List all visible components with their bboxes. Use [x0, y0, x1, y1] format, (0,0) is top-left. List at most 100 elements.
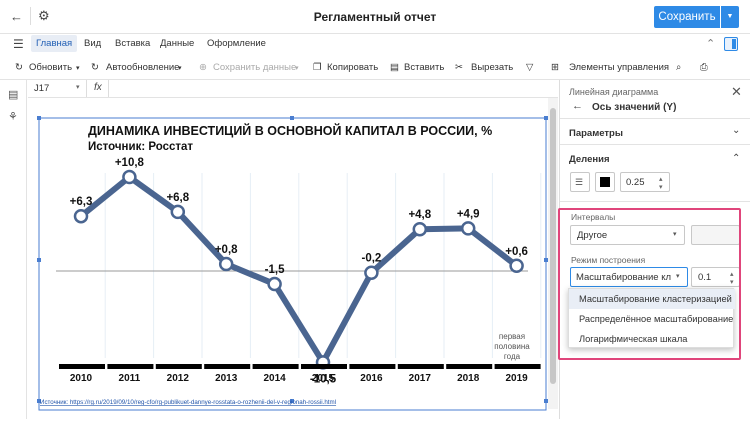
- scissors-icon[interactable]: ✂: [455, 62, 463, 73]
- save-data-icon: ⊕: [199, 62, 207, 73]
- collapse-ribbon-icon[interactable]: ⌃: [706, 38, 716, 50]
- window-title: Регламентный отчет: [313, 10, 437, 24]
- series-line: [79, 174, 519, 366]
- data-point[interactable]: [73, 208, 89, 224]
- stroke-width-field[interactable]: 0.25 ▴ ▾: [620, 172, 670, 192]
- formula-input[interactable]: [112, 83, 532, 95]
- back-arrow-icon[interactable]: ←: [10, 9, 23, 24]
- copy-button[interactable]: Копировать: [327, 62, 379, 73]
- chevron-up-icon[interactable]: ⌃: [732, 153, 741, 164]
- menu-bar: ☰ Главная Вид Вставка Данные Оформление …: [0, 34, 750, 56]
- option-distributed-scaling[interactable]: Распределённое масштабирование: [579, 314, 734, 324]
- hamburger-icon[interactable]: ☰: [13, 37, 24, 51]
- color-swatch: [600, 177, 610, 187]
- chevron-down-icon[interactable]: ▾: [76, 84, 80, 91]
- chevron-down-icon[interactable]: ⌄: [732, 125, 741, 136]
- chevron-down-icon: ▾: [295, 65, 299, 72]
- toolbar: ↻ Обновить ▾ ↻ Автообновление ▾ ⊕ Сохран…: [0, 56, 750, 80]
- autorefresh-icon[interactable]: ↻: [91, 62, 99, 73]
- refresh-icon[interactable]: ↻: [15, 62, 23, 73]
- option-cluster-scaling[interactable]: Масштабирование кластеризацией: [569, 289, 735, 309]
- option-log-scale[interactable]: Логарифмическая шкала: [579, 334, 688, 344]
- mode-value: Масштабирование кл: [576, 272, 672, 283]
- paste-button[interactable]: Вставить: [404, 62, 445, 73]
- chevron-down-icon[interactable]: ▾: [178, 65, 182, 72]
- annotation-line-2: половина: [494, 342, 530, 351]
- title-bar: ← ⚙ Регламентный отчет Сохранить ▼: [0, 0, 750, 34]
- close-icon[interactable]: ✕: [731, 84, 742, 99]
- mode-select[interactable]: Масштабирование кл ▾: [570, 267, 688, 287]
- tab-home[interactable]: Главная: [31, 35, 78, 52]
- panel-toggle-icon[interactable]: [724, 37, 738, 51]
- divider: [30, 7, 31, 25]
- panel-title: Ось значений (Y): [592, 102, 677, 113]
- data-label: +6,3: [70, 196, 93, 208]
- data-point[interactable]: [412, 221, 428, 237]
- x-tick-label: 2013: [215, 373, 238, 384]
- color-button[interactable]: [595, 172, 615, 192]
- x-tick-label: 2010: [70, 373, 93, 384]
- data-label: +0,8: [215, 244, 238, 256]
- section-params[interactable]: Параметры: [569, 128, 623, 139]
- tab-data[interactable]: Данные: [160, 38, 195, 49]
- tab-view[interactable]: Вид: [84, 38, 102, 49]
- category-bar: [155, 364, 202, 369]
- controls-button[interactable]: Элементы управления: [569, 62, 670, 73]
- stepper-icon[interactable]: ▴ ▾: [730, 271, 734, 286]
- data-label: +0,6: [505, 246, 528, 258]
- chevron-down-icon: ▾: [676, 273, 680, 280]
- selection-handles: [37, 116, 548, 403]
- save-dropdown-button[interactable]: ▼: [721, 6, 739, 28]
- line-style-button[interactable]: ☰: [570, 172, 590, 192]
- gear-icon[interactable]: ⚙: [38, 8, 50, 23]
- data-point[interactable]: [122, 169, 137, 185]
- data-point[interactable]: [267, 276, 282, 292]
- structure-icon[interactable]: ⚘: [8, 111, 18, 123]
- x-tick-label: 2012: [167, 373, 190, 384]
- section-divisions[interactable]: Деления: [569, 154, 610, 165]
- data-label: -0,2: [361, 253, 381, 265]
- category-bar: [349, 364, 396, 369]
- sheets-icon[interactable]: ▤: [8, 89, 19, 101]
- save-button[interactable]: Сохранить: [654, 6, 720, 28]
- tab-format[interactable]: Оформление: [207, 38, 266, 49]
- category-bar: [301, 364, 347, 369]
- chevron-down-icon[interactable]: ▾: [76, 65, 80, 72]
- data-label: +10,8: [115, 157, 145, 169]
- annotation-line-3: года: [504, 352, 521, 361]
- cell-reference[interactable]: J17: [34, 83, 50, 94]
- dashed-line-icon: ☰: [575, 177, 584, 187]
- data-label: +4,8: [408, 209, 431, 221]
- category-bar: [494, 364, 541, 369]
- copy-icon[interactable]: ❐: [313, 62, 322, 73]
- data-point[interactable]: [509, 258, 524, 274]
- data-point[interactable]: [170, 204, 186, 220]
- paste-icon[interactable]: ▤: [390, 62, 399, 73]
- data-label: -1,5: [265, 264, 285, 276]
- filter-icon[interactable]: ▽: [526, 62, 534, 73]
- tab-insert[interactable]: Вставка: [115, 38, 151, 49]
- data-point[interactable]: [364, 265, 379, 280]
- print-icon[interactable]: ⎙: [700, 62, 708, 73]
- x-tick-label: 2016: [360, 373, 383, 384]
- autorefresh-button[interactable]: Автообновление: [106, 62, 180, 73]
- cut-button[interactable]: Вырезать: [471, 62, 514, 73]
- scrollbar-thumb[interactable]: [550, 108, 556, 384]
- refresh-button[interactable]: Обновить: [29, 62, 73, 73]
- stroke-width-value: 0.25: [626, 177, 645, 188]
- line-chart[interactable]: +6,3 +10,8 +6,8 +0,8 -1,5 -10,5 -0,2 +4,8 +4,9 +0…: [28, 98, 548, 419]
- stepper-icon[interactable]: ▴ ▾: [659, 176, 663, 191]
- data-point[interactable]: [218, 256, 234, 272]
- step-value: 0.1: [698, 272, 712, 283]
- x-tick-label: 2014: [263, 373, 286, 384]
- intervals-select[interactable]: Другое ▾: [570, 225, 685, 245]
- controls-icon[interactable]: ⊞: [551, 62, 559, 73]
- data-point[interactable]: [460, 221, 476, 236]
- back-arrow-icon[interactable]: ←: [572, 100, 583, 112]
- function-icon[interactable]: fx: [94, 82, 102, 93]
- divider: [560, 144, 750, 145]
- search-icon[interactable]: ⌕: [676, 62, 682, 73]
- x-tick-label: 2019: [505, 373, 528, 384]
- category-bar: [397, 364, 444, 369]
- save-data-button[interactable]: Сохранить данные: [213, 62, 297, 73]
